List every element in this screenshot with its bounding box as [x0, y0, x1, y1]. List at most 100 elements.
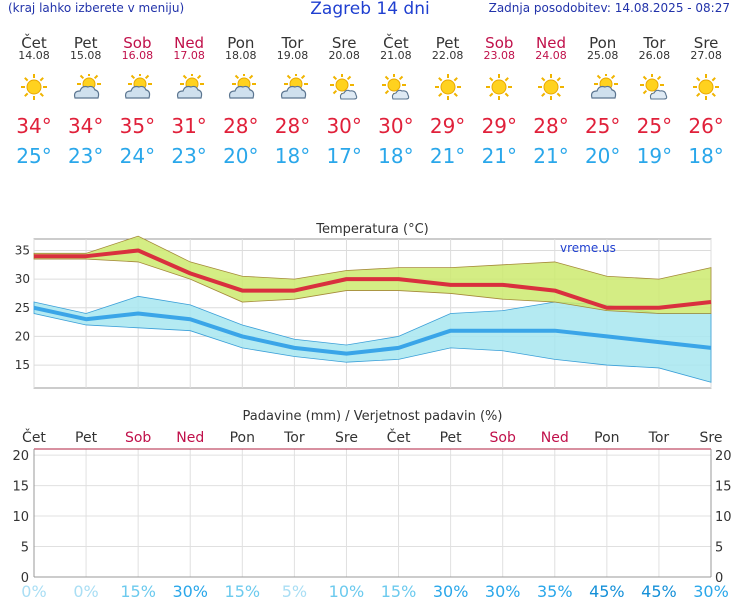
day-date: 22.08	[431, 49, 464, 62]
day-date: 15.08	[69, 49, 102, 62]
sun-small-cloud-icon	[370, 73, 422, 106]
min-temp-line	[33, 305, 712, 356]
min-temp: 23°	[171, 144, 207, 168]
x-day-label: Ned	[176, 430, 204, 446]
max-temp: 28°	[223, 114, 259, 138]
day-name: Tor	[281, 34, 304, 52]
precip-probability: 0%	[73, 582, 98, 597]
day-date: 19.08	[276, 49, 309, 62]
precip-probability: 5%	[282, 582, 307, 597]
y-tick-label-right: 5	[715, 541, 723, 556]
x-day-label: Pon	[230, 430, 255, 446]
day-name: Sre	[693, 34, 719, 52]
sun-icon	[473, 74, 525, 106]
precip-probability: 10%	[329, 582, 365, 597]
y-tick-label: 20	[15, 329, 30, 343]
precipitation-chart-title: Padavine (mm) / Verjetnost padavin (%)	[243, 409, 503, 424]
temperature-chart: 15 20 25 30 35 Temperatura (°C) vreme.us	[15, 222, 712, 389]
day-date: 25.08	[586, 49, 619, 62]
max-temp: 31°	[171, 114, 207, 138]
precip-probability: 35%	[537, 582, 573, 597]
x-day-label: Tor	[648, 430, 670, 446]
day-name: Sre	[331, 34, 357, 52]
y-tick-label: 15	[15, 358, 30, 372]
day-name: Tor	[643, 34, 666, 52]
sun-icon	[422, 74, 474, 106]
min-temp: 24°	[119, 144, 156, 168]
last-updated: Zadnja posodobitev: 14.08.2025 - 08:27	[488, 1, 730, 15]
sun-small-cloud-icon	[318, 73, 370, 106]
precip-probability: 30%	[693, 582, 729, 597]
x-day-label: Sob	[490, 430, 516, 446]
max-temp: 35°	[119, 114, 156, 138]
day-name: Pet	[435, 34, 460, 52]
sun-icon	[8, 74, 60, 106]
max-temp: 25°	[584, 114, 621, 138]
day-name: Pon	[589, 34, 617, 52]
day-date: 26.08	[638, 49, 671, 62]
min-temp: 20°	[584, 144, 621, 168]
min-temp: 17°	[326, 144, 362, 168]
sun-icon	[525, 74, 577, 106]
header: (kraj lahko izberete v meniju) Zagreb 14…	[0, 0, 740, 22]
y-tick-label-right: 0	[715, 571, 723, 586]
day-date: 27.08	[690, 49, 722, 62]
day-name: Čet	[383, 34, 409, 52]
max-temp: 28°	[533, 114, 569, 138]
precip-probability: 30%	[172, 582, 208, 597]
sun-cloud-icon	[577, 72, 629, 106]
max-temp-line	[34, 248, 712, 310]
y-tick-label: 35	[15, 243, 30, 257]
min-temp: 21°	[533, 144, 569, 168]
day-name: Čet	[21, 34, 47, 52]
precip-probability: 45%	[641, 582, 677, 597]
y-tick-label-left: 10	[12, 510, 29, 525]
precip-probability: 15%	[120, 582, 156, 597]
day-name: Pon	[227, 34, 255, 52]
y-tick-label: 30	[15, 272, 30, 286]
watermark: vreme.us	[560, 241, 616, 255]
day-name: Sob	[485, 34, 514, 52]
day-date: 23.08	[483, 49, 516, 62]
min-temp-band	[33, 295, 712, 383]
sun-cloud-icon	[111, 72, 163, 106]
day-name: Ned	[536, 34, 566, 52]
max-temp: 29°	[481, 114, 518, 138]
min-temp: 18°	[378, 144, 414, 168]
day-date: 21.08	[380, 49, 412, 62]
day-date: 20.08	[328, 49, 360, 62]
day-date: 14.08	[18, 49, 50, 62]
day-date: 16.08	[121, 49, 154, 62]
max-temp: 34°	[67, 114, 104, 138]
precip-probability: 30%	[485, 582, 521, 597]
min-temp: 18°	[688, 144, 724, 168]
precip-probability: 45%	[589, 582, 625, 597]
day-date: 24.08	[535, 49, 567, 62]
min-temp: 25°	[16, 144, 52, 168]
sun-cloud-icon	[60, 72, 112, 106]
y-tick-label: 25	[15, 301, 30, 315]
y-tick-label-right: 10	[715, 510, 732, 525]
x-day-label: Čet	[22, 428, 46, 446]
x-day-label: Pet	[75, 430, 98, 446]
max-temp: 26°	[688, 114, 724, 138]
max-temp: 30°	[326, 114, 362, 138]
y-tick-label-right: 20	[715, 449, 732, 464]
y-tick-label-left: 0	[21, 571, 29, 586]
min-temp: 20°	[223, 144, 259, 168]
x-day-label: Ned	[541, 430, 569, 446]
sun-cloud-icon	[215, 72, 267, 106]
max-temp: 30°	[378, 114, 414, 138]
day-name: Pet	[73, 34, 98, 52]
max-temp: 29°	[429, 114, 466, 138]
y-tick-label-left: 15	[12, 480, 29, 495]
x-day-label: Pon	[594, 430, 619, 446]
location-hint[interactable]: (kraj lahko izberete v meniju)	[8, 1, 185, 15]
max-temp: 25°	[636, 114, 673, 138]
precip-probability: 15%	[225, 582, 261, 597]
x-day-label: Pet	[440, 430, 463, 446]
max-temp: 28°	[274, 114, 311, 138]
day-name: Ned	[174, 34, 205, 52]
precip-probability: 30%	[433, 582, 469, 597]
y-tick-label-right: 15	[715, 480, 732, 495]
